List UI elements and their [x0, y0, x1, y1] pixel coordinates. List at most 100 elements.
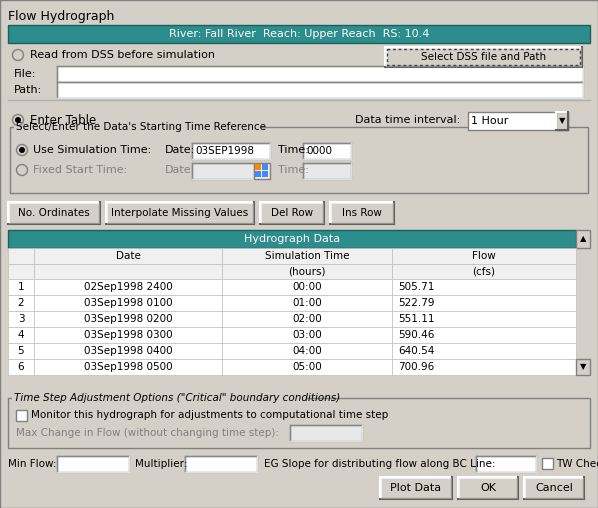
- Text: 02Sep1998 2400: 02Sep1998 2400: [84, 282, 172, 292]
- Text: 02:00: 02:00: [292, 314, 322, 324]
- Text: File:: File:: [14, 69, 36, 79]
- Bar: [14, 122, 260, 132]
- Bar: [8, 327, 34, 343]
- Bar: [330, 202, 394, 224]
- Text: Fixed Start Time:: Fixed Start Time:: [33, 165, 127, 175]
- Bar: [576, 230, 590, 248]
- Bar: [380, 477, 452, 499]
- Bar: [34, 264, 222, 279]
- Bar: [8, 343, 34, 359]
- Bar: [8, 264, 34, 279]
- Text: 640.54: 640.54: [398, 346, 434, 356]
- Text: River: Fall River  Reach: Upper Reach  RS: 10.4: River: Fall River Reach: Upper Reach RS:…: [169, 29, 429, 39]
- Text: 4: 4: [18, 330, 25, 340]
- Bar: [524, 477, 584, 499]
- Bar: [392, 343, 576, 359]
- Text: No. Ordinates: No. Ordinates: [18, 208, 90, 218]
- Bar: [468, 112, 568, 130]
- Bar: [303, 143, 351, 159]
- Text: ▼: ▼: [559, 116, 565, 125]
- Bar: [392, 248, 576, 264]
- Text: 2: 2: [18, 298, 25, 308]
- Bar: [392, 279, 576, 295]
- Bar: [34, 279, 222, 295]
- Bar: [8, 230, 576, 248]
- Text: EG Slope for distributing flow along BC Line:: EG Slope for distributing flow along BC …: [264, 459, 496, 469]
- Circle shape: [15, 117, 21, 123]
- Bar: [222, 248, 392, 264]
- Text: 1: 1: [18, 282, 25, 292]
- Text: ▼: ▼: [579, 363, 586, 371]
- Text: (hours): (hours): [288, 267, 326, 276]
- Text: Date:: Date:: [165, 145, 196, 155]
- Bar: [16, 410, 27, 421]
- Bar: [106, 202, 254, 224]
- Text: 03SEP1998: 03SEP1998: [195, 146, 254, 156]
- Bar: [8, 311, 34, 327]
- Bar: [576, 359, 590, 375]
- Bar: [57, 456, 129, 472]
- Text: Use Simulation Time:: Use Simulation Time:: [33, 145, 151, 155]
- Text: 700.96: 700.96: [398, 362, 434, 372]
- Bar: [8, 295, 34, 311]
- Circle shape: [17, 165, 28, 175]
- Bar: [12, 393, 307, 403]
- Text: 1 Hour: 1 Hour: [471, 116, 508, 126]
- Bar: [262, 164, 268, 170]
- Text: Monitor this hydrograph for adjustments to computational time step: Monitor this hydrograph for adjustments …: [31, 410, 388, 420]
- Text: Time Step Adjustment Options ("Critical" boundary conditions): Time Step Adjustment Options ("Critical"…: [14, 393, 340, 403]
- Text: Ins Row: Ins Row: [342, 208, 382, 218]
- Bar: [222, 311, 392, 327]
- Bar: [392, 264, 576, 279]
- Bar: [303, 163, 351, 179]
- Text: Del Row: Del Row: [271, 208, 313, 218]
- Text: Min Flow:: Min Flow:: [8, 459, 56, 469]
- Text: 522.79: 522.79: [398, 298, 435, 308]
- Text: 03Sep1998 0300: 03Sep1998 0300: [84, 330, 172, 340]
- Text: Date: Date: [115, 251, 141, 261]
- Circle shape: [17, 144, 28, 155]
- Text: 00:00: 00:00: [292, 282, 322, 292]
- Text: Enter Table: Enter Table: [30, 113, 96, 126]
- Text: 3: 3: [18, 314, 25, 324]
- Bar: [8, 25, 590, 43]
- Text: 03Sep1998 0200: 03Sep1998 0200: [84, 314, 172, 324]
- Text: 01:00: 01:00: [292, 298, 322, 308]
- Bar: [222, 343, 392, 359]
- Text: Simulation Time: Simulation Time: [265, 251, 349, 261]
- Text: Max Change in Flow (without changing time step):: Max Change in Flow (without changing tim…: [16, 428, 279, 438]
- Text: 505.71: 505.71: [398, 282, 434, 292]
- Bar: [34, 248, 222, 264]
- Text: 5: 5: [18, 346, 25, 356]
- Bar: [392, 295, 576, 311]
- Bar: [222, 295, 392, 311]
- Text: Cancel: Cancel: [535, 483, 573, 493]
- Bar: [34, 311, 222, 327]
- Circle shape: [13, 49, 23, 60]
- Bar: [392, 327, 576, 343]
- Bar: [34, 343, 222, 359]
- Text: Multiplier:: Multiplier:: [135, 459, 188, 469]
- Bar: [387, 49, 580, 65]
- Bar: [34, 295, 222, 311]
- Text: Hydrograph Data: Hydrograph Data: [244, 234, 340, 244]
- Bar: [255, 164, 261, 170]
- Bar: [392, 359, 576, 375]
- Text: 551.11: 551.11: [398, 314, 435, 324]
- Text: Read from DSS before simulation: Read from DSS before simulation: [30, 50, 215, 60]
- Bar: [255, 171, 261, 177]
- Bar: [222, 327, 392, 343]
- Text: Time:: Time:: [278, 145, 309, 155]
- Text: 6: 6: [18, 362, 25, 372]
- Text: Path:: Path:: [14, 85, 42, 95]
- Bar: [262, 171, 268, 177]
- Text: ▲: ▲: [579, 235, 586, 243]
- Bar: [260, 202, 324, 224]
- Text: OK: OK: [480, 483, 496, 493]
- Text: Interpolate Missing Values: Interpolate Missing Values: [111, 208, 249, 218]
- Bar: [10, 127, 588, 193]
- Bar: [556, 112, 568, 130]
- Text: Select DSS file and Path: Select DSS file and Path: [421, 52, 546, 62]
- Text: 03:00: 03:00: [292, 330, 322, 340]
- Text: Flow: Flow: [472, 251, 496, 261]
